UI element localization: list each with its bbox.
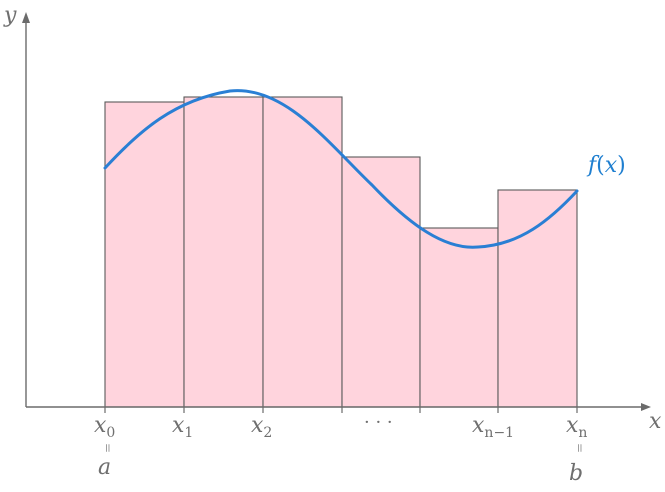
rectangle-1	[104, 101, 185, 408]
y-axis-arrow-icon	[22, 12, 30, 23]
rectangle-5	[419, 227, 499, 408]
function-close-paren: )	[617, 153, 626, 178]
tick-label-base: x	[251, 413, 264, 438]
tick-label-x1: x1	[172, 413, 193, 441]
tick-label-ellipsis: · · ·	[364, 412, 393, 433]
tick-label-sub: n	[578, 425, 587, 441]
endpoint-label-a: a	[98, 455, 111, 480]
y-axis-label: y	[3, 3, 17, 28]
tick-label-base: x	[472, 413, 485, 438]
axes	[22, 12, 651, 411]
x-axis-label: x	[649, 409, 662, 434]
tick-label-base: x	[172, 413, 185, 438]
equals-sign-left: =	[101, 443, 115, 453]
tick-label-xn-1: xn−1	[472, 413, 514, 441]
function-open-paren: (	[596, 153, 605, 178]
rectangle-3	[262, 96, 343, 408]
equals-sign-right: =	[573, 443, 587, 453]
function-arg: x	[605, 153, 618, 178]
tick-label-sub: 1	[184, 425, 193, 441]
x-ticks	[104, 401, 578, 413]
tick-label-base: x	[566, 413, 579, 438]
tick-label-sub: 2	[263, 425, 272, 441]
endpoint-label-b: b	[569, 461, 583, 486]
rectangle-4	[341, 156, 421, 408]
tick-label-xn: xn	[566, 413, 587, 441]
tick-label-x2: x2	[251, 413, 272, 441]
tick-label-sub: n−1	[484, 425, 514, 441]
tick-label-sub: 0	[106, 425, 115, 441]
function-curve	[103, 89, 579, 249]
function-label: f(x)	[586, 153, 626, 178]
x-axis-arrow-icon	[641, 403, 651, 411]
rectangle-6	[497, 189, 578, 408]
tick-label-base: x	[94, 413, 107, 438]
rectangle-2	[183, 96, 264, 408]
rectangles	[104, 96, 578, 408]
tick-label-x0: x0	[94, 413, 115, 441]
